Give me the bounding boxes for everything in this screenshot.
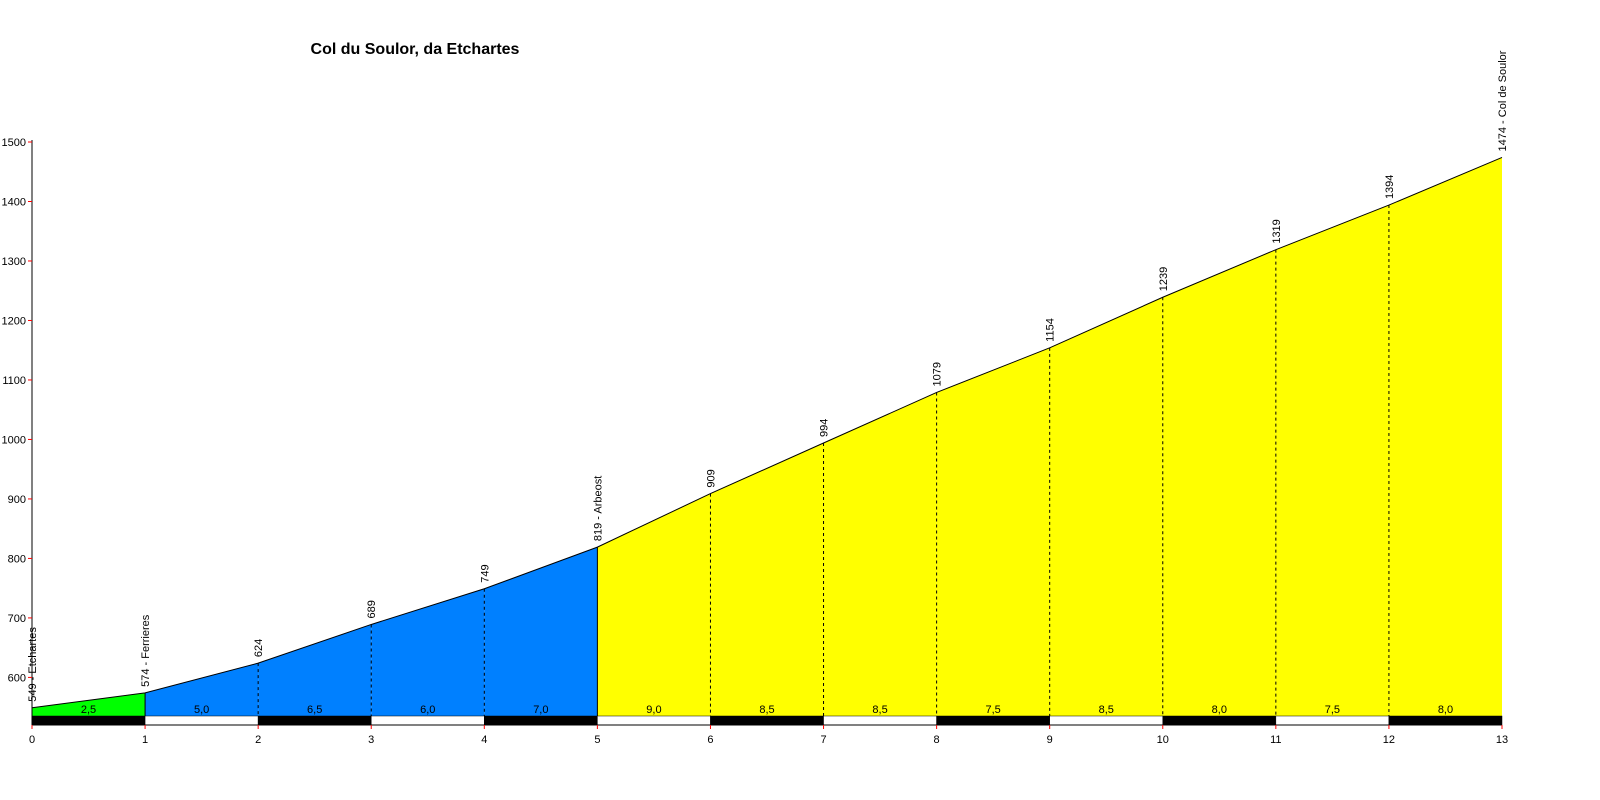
km-bar-segment-13	[1388, 715, 1503, 726]
y-tick-label-1400: 1400	[2, 196, 26, 208]
y-tick-label-1300: 1300	[2, 256, 26, 268]
km-bar-segment-9	[936, 715, 1050, 726]
elevation-label-0: 549 - Etchartes	[27, 627, 39, 702]
profile-line-group	[31, 157, 1503, 709]
gradient-label-9: 7,5	[986, 704, 1001, 716]
gradient-label-4: 6,0	[420, 704, 435, 716]
segment-fill-13	[1388, 157, 1502, 716]
x-tick-label-9: 9	[1047, 734, 1053, 746]
profile-line	[31, 157, 1503, 709]
gradient-label-13: 8,0	[1438, 704, 1453, 716]
elevation-label-1: 574 - Ferrieres	[140, 614, 152, 687]
elevation-label-9: 1154	[1045, 318, 1057, 342]
segment-fill-6	[597, 493, 711, 716]
y-tick-label-1200: 1200	[2, 315, 26, 327]
chart-title: Col du Soulor, da Etchartes	[311, 41, 520, 58]
gradient-label-7: 8,5	[759, 704, 774, 716]
x-tick-label-4: 4	[481, 734, 487, 746]
segment-fill-10	[1049, 297, 1163, 716]
segment-fill-3	[258, 624, 372, 716]
y-tick-label-1100: 1100	[2, 375, 26, 387]
elevation-label-8: 1079	[932, 362, 944, 386]
y-tick-label-700: 700	[8, 613, 26, 625]
km-bar-segment-12	[1275, 715, 1390, 726]
km-bar-segment-11	[1162, 715, 1277, 726]
gradient-labels: 2,5 5,0 6,5 6,0 7,0 9,0 8,5 8,5 7,5 8,5 8,0 7,5 8,0	[81, 704, 1453, 716]
x-tick-label-6: 6	[707, 734, 713, 746]
y-tick-label-800: 800	[8, 553, 26, 565]
gradient-label-6: 9,0	[646, 704, 661, 716]
gradient-label-11: 8,0	[1212, 704, 1227, 716]
elevation-label-11: 1319	[1271, 219, 1283, 243]
x-tick-label-13: 13	[1496, 734, 1508, 746]
elevation-label-12: 1394	[1384, 175, 1396, 199]
km-bar-segment-3	[257, 715, 372, 726]
x-tick-label-11: 11	[1270, 734, 1281, 746]
km-bar-segment-1	[31, 715, 146, 726]
x-tick-label-8: 8	[934, 734, 940, 746]
elevation-label-13: 1474 - Col de Soulor	[1497, 50, 1509, 151]
y-tick-label-900: 900	[8, 494, 26, 506]
segment-fill-5	[484, 547, 598, 716]
y-tick-label-1000: 1000	[2, 434, 26, 446]
km-bar-segment-8	[823, 715, 937, 726]
x-tick-label-5: 5	[594, 734, 600, 746]
segment-fill-7	[710, 443, 824, 716]
elevation-label-10: 1239	[1158, 267, 1170, 291]
elevation-labels: 549 - Etchartes 574 - Ferrieres 624 689 749 8…	[27, 50, 1509, 702]
elevation-label-3: 689	[366, 600, 378, 618]
segment-fill-8	[823, 392, 937, 716]
x-tick-label-1: 1	[142, 734, 148, 746]
x-tick-label-12: 12	[1383, 734, 1395, 746]
x-tick-label-10: 10	[1157, 734, 1169, 746]
y-tick-label-600: 600	[8, 672, 26, 684]
gradient-label-2: 5,0	[194, 704, 209, 716]
segment-fill-12	[1275, 205, 1389, 716]
x-tick-label-0: 0	[29, 734, 35, 746]
elevation-label-7: 994	[819, 419, 831, 437]
elevation-label-2: 624	[253, 639, 265, 657]
segment-fill-1	[32, 692, 146, 716]
segment-fill-4	[371, 588, 485, 716]
elevation-label-6: 909	[705, 469, 717, 487]
x-tick-label-3: 3	[368, 734, 374, 746]
y-tick-label-1500: 1500	[2, 137, 26, 149]
gradient-label-5: 7,0	[533, 704, 548, 716]
gradient-label-12: 7,5	[1325, 704, 1340, 716]
segment-fill-11	[1162, 249, 1276, 717]
km-bar-segment-4	[370, 715, 485, 726]
km-bar-segment-2	[144, 715, 259, 726]
km-bar-segment-7	[710, 715, 824, 726]
km-bar-segment-6	[597, 715, 711, 726]
elevation-label-4: 749	[479, 564, 491, 582]
gradient-label-1: 2,5	[81, 704, 96, 716]
segment-fills	[32, 157, 1502, 717]
gradient-label-8: 8,5	[872, 704, 887, 716]
km-dividers	[144, 205, 1390, 716]
km-bar	[31, 715, 1503, 726]
segment-fill-2	[145, 663, 259, 716]
x-tick-label-2: 2	[255, 734, 261, 746]
segment-fill-9	[936, 347, 1050, 716]
gradient-label-10: 8,5	[1099, 704, 1114, 716]
km-bar-segment-10	[1049, 715, 1164, 726]
x-tick-label-7: 7	[820, 734, 826, 746]
km-bar-segment-5	[484, 715, 598, 726]
elevation-label-5: 819 - Arbeost	[592, 476, 604, 541]
gradient-label-3: 6,5	[307, 704, 322, 716]
